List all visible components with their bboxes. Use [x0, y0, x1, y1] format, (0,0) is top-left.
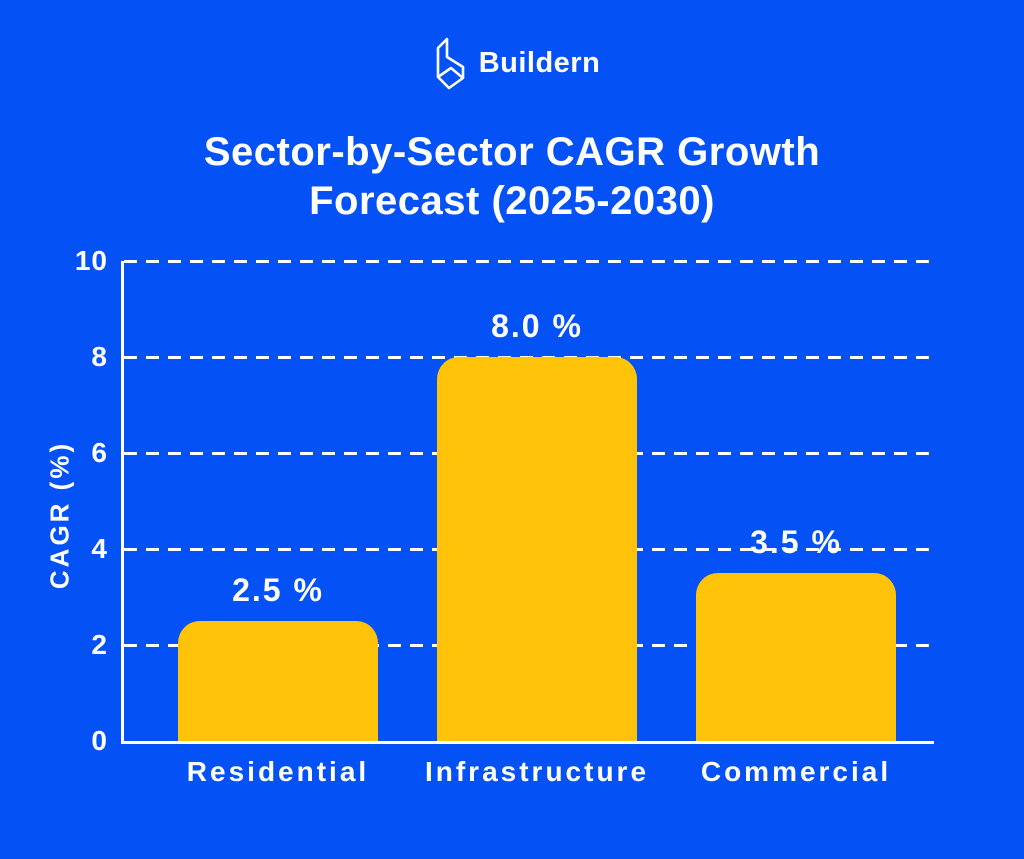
value-label-infrastructure: 8.0 %: [491, 308, 583, 344]
chart-title-line2: Forecast (2025-2030): [309, 179, 715, 223]
chart-title-line1: Sector-by-Sector CAGR Growth: [203, 130, 821, 174]
bar-commercial: [696, 573, 896, 741]
plot-area: 0 2 4 6 8 10 2.5 % Residential 8.0 % Infrastructu…: [75, 245, 934, 787]
x-axis-line: [121, 741, 934, 744]
buildern-logo-icon: [424, 36, 469, 91]
bar-residential: [178, 621, 378, 741]
y-tick-label-4: 4: [91, 533, 108, 564]
chart-title: Sector-by-Sector CAGR Growth Forecast (2…: [0, 128, 1024, 226]
brand-name: Buildern: [478, 47, 601, 79]
y-tick-label-2: 2: [91, 629, 108, 660]
y-tick-label-6: 6: [91, 437, 108, 468]
category-label-residential: Residential: [186, 756, 370, 787]
category-label-infrastructure: Infrastructure: [424, 756, 650, 787]
y-axis-line: [121, 261, 124, 744]
y-tick-label-0: 0: [91, 725, 108, 756]
bar-infrastructure: [437, 357, 637, 741]
gridline-10: [124, 259, 934, 263]
brand-header: Buildern: [0, 36, 1024, 91]
category-label-commercial: Commercial: [700, 756, 892, 787]
value-label-residential: 2.5 %: [232, 572, 324, 608]
value-label-commercial: 3.5 %: [750, 524, 842, 560]
y-tick-label-8: 8: [91, 341, 108, 372]
y-tick-label-10: 10: [74, 245, 108, 276]
